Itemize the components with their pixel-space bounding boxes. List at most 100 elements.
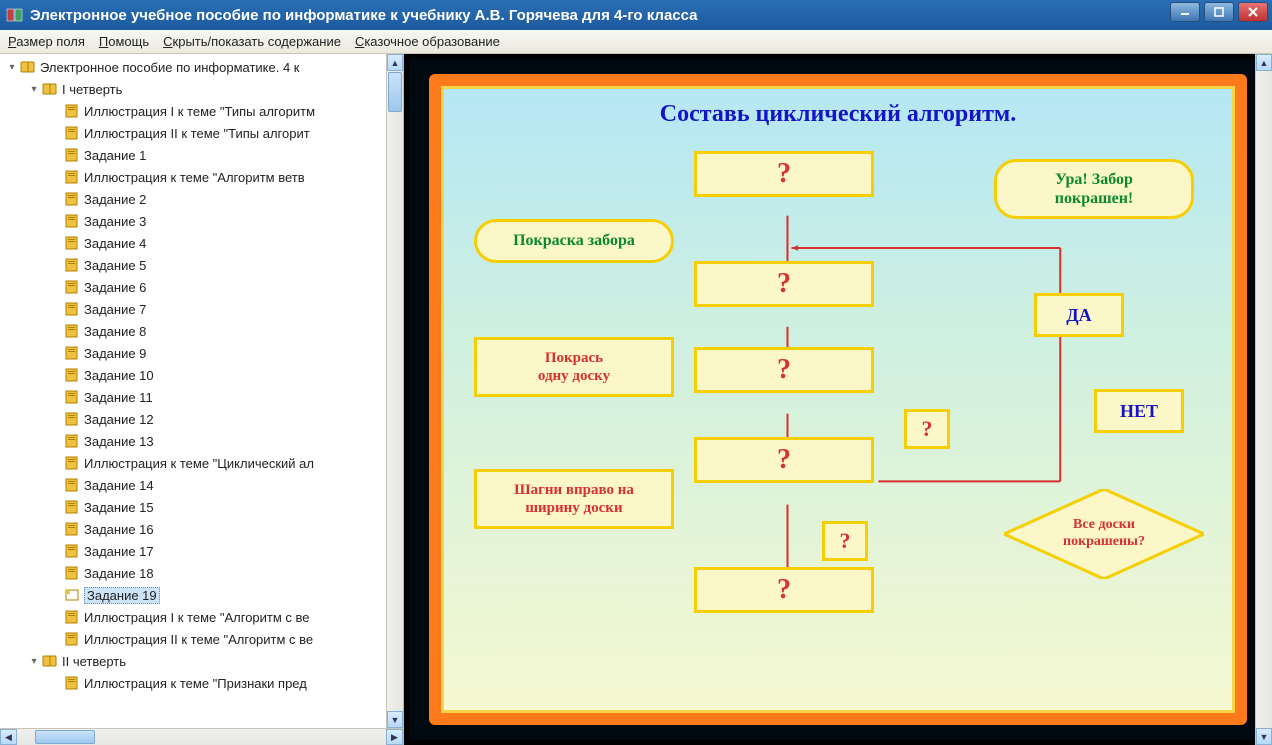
- tree-item[interactable]: Задание 19: [0, 584, 386, 606]
- tree-item-label[interactable]: Задание 16: [84, 522, 154, 537]
- scroll-thumb[interactable]: [35, 730, 95, 744]
- tree-item-label[interactable]: I четверть: [62, 82, 122, 97]
- tree-item-label[interactable]: Задание 14: [84, 478, 154, 493]
- tree-item[interactable]: Задание 12: [0, 408, 386, 430]
- tree-item-label[interactable]: Задание 2: [84, 192, 146, 207]
- flowchart-end-pill[interactable]: Ура! Заборпокрашен!: [994, 159, 1194, 219]
- scroll-down-button[interactable]: ▼: [1256, 728, 1272, 745]
- tree-item-label[interactable]: Задание 1: [84, 148, 146, 163]
- tree-item-label[interactable]: Задание 19: [84, 587, 160, 604]
- flowchart-yes-box[interactable]: ДА: [1034, 293, 1124, 337]
- scroll-down-button[interactable]: ▼: [387, 711, 403, 728]
- tree-item-label[interactable]: Иллюстрация II к теме "Типы алгорит: [84, 126, 310, 141]
- tree-item-label[interactable]: Иллюстрация I к теме "Алгоритм с ве: [84, 610, 310, 625]
- tree-item-label[interactable]: Задание 12: [84, 412, 154, 427]
- tree-item[interactable]: Задание 7: [0, 298, 386, 320]
- tree-item[interactable]: Задание 17: [0, 540, 386, 562]
- tree-item-label[interactable]: Электронное пособие по информатике. 4 к: [40, 60, 300, 75]
- scroll-right-button[interactable]: ▶: [386, 729, 403, 745]
- flowchart-hint-box[interactable]: Покрасьодну доску: [474, 337, 674, 397]
- tree-item-label[interactable]: Задание 6: [84, 280, 146, 295]
- flowchart-decision[interactable]: Все доскипокрашены?: [1004, 489, 1204, 579]
- tree-item[interactable]: Задание 5: [0, 254, 386, 276]
- tree-item[interactable]: Иллюстрация к теме "Алгоритм ветв: [0, 166, 386, 188]
- minimize-button[interactable]: [1170, 2, 1200, 22]
- tree-item[interactable]: Задание 15: [0, 496, 386, 518]
- flowchart-step-box[interactable]: ?: [694, 567, 874, 613]
- page-icon: [64, 368, 80, 382]
- tree-item[interactable]: Иллюстрация к теме "Признаки пред: [0, 672, 386, 694]
- tree-item-label[interactable]: Иллюстрация I к теме "Типы алгоритм: [84, 104, 315, 119]
- tree-item[interactable]: Задание 11: [0, 386, 386, 408]
- expander-icon[interactable]: ▾: [28, 84, 40, 95]
- flowchart-step-box[interactable]: ?: [694, 437, 874, 483]
- tree-item-label[interactable]: Задание 9: [84, 346, 146, 361]
- scroll-track[interactable]: [387, 71, 403, 711]
- flowchart-step-box[interactable]: ?: [694, 151, 874, 197]
- tree-item-label[interactable]: Задание 17: [84, 544, 154, 559]
- tree-item[interactable]: ▾ II четверть: [0, 650, 386, 672]
- scroll-thumb[interactable]: [388, 72, 402, 112]
- tree-item-label[interactable]: Иллюстрация к теме "Алгоритм ветв: [84, 170, 305, 185]
- tree-item[interactable]: Задание 16: [0, 518, 386, 540]
- flowchart-step-box[interactable]: ?: [694, 347, 874, 393]
- tree-item-label[interactable]: Задание 8: [84, 324, 146, 339]
- menu-item[interactable]: Помощь: [99, 34, 149, 49]
- scroll-up-button[interactable]: ▲: [387, 54, 403, 71]
- menu-item[interactable]: Размер поля: [8, 34, 85, 49]
- tree-item-label[interactable]: Задание 15: [84, 500, 154, 515]
- tree-item[interactable]: Задание 1: [0, 144, 386, 166]
- window-controls: [1170, 0, 1272, 30]
- scroll-track[interactable]: [17, 729, 386, 745]
- tree-horizontal-scrollbar[interactable]: ◀ ▶: [0, 728, 403, 745]
- tree-item-label[interactable]: Иллюстрация II к теме "Алгоритм с ве: [84, 632, 313, 647]
- flowchart-no-box[interactable]: НЕТ: [1094, 389, 1184, 433]
- tree-vertical-scrollbar[interactable]: ▲ ▼: [386, 54, 403, 728]
- scroll-left-button[interactable]: ◀: [0, 729, 17, 745]
- flowchart-start-pill[interactable]: Покраска забора: [474, 219, 674, 263]
- maximize-button[interactable]: [1204, 2, 1234, 22]
- tree-item[interactable]: Задание 2: [0, 188, 386, 210]
- tree-item-label[interactable]: II четверть: [62, 654, 126, 669]
- tree-item-label[interactable]: Задание 13: [84, 434, 154, 449]
- scroll-up-button[interactable]: ▲: [1256, 54, 1272, 71]
- tree-item-label[interactable]: Задание 11: [84, 390, 153, 405]
- tree-item-label[interactable]: Задание 10: [84, 368, 154, 383]
- tree-item-label[interactable]: Иллюстрация к теме "Признаки пред: [84, 676, 307, 691]
- tree-item[interactable]: Задание 8: [0, 320, 386, 342]
- tree-item[interactable]: Иллюстрация к теме "Циклический ал: [0, 452, 386, 474]
- flowchart-small-box[interactable]: ?: [822, 521, 868, 561]
- scroll-track[interactable]: [1256, 71, 1272, 728]
- tree-item[interactable]: Задание 9: [0, 342, 386, 364]
- flowchart-step-box[interactable]: ?: [694, 261, 874, 307]
- tree-item[interactable]: Иллюстрация II к теме "Типы алгорит: [0, 122, 386, 144]
- tree-item[interactable]: Задание 18: [0, 562, 386, 584]
- tree-item[interactable]: Задание 4: [0, 232, 386, 254]
- tree-item[interactable]: Иллюстрация I к теме "Типы алгоритм: [0, 100, 386, 122]
- contents-tree[interactable]: ▾Электронное пособие по информатике. 4 к…: [0, 54, 386, 728]
- tree-item[interactable]: Задание 10: [0, 364, 386, 386]
- tree-item[interactable]: Задание 6: [0, 276, 386, 298]
- tree-item-label[interactable]: Иллюстрация к теме "Циклический ал: [84, 456, 314, 471]
- tree-item-label[interactable]: Задание 3: [84, 214, 146, 229]
- tree-item-label[interactable]: Задание 5: [84, 258, 146, 273]
- menu-item[interactable]: Скрыть/показать содержание: [163, 34, 341, 49]
- tree-item[interactable]: Задание 14: [0, 474, 386, 496]
- flowchart-hint-box[interactable]: Шагни вправо наширину доски: [474, 469, 674, 529]
- tree-item[interactable]: Задание 13: [0, 430, 386, 452]
- tree-item[interactable]: ▾ I четверть: [0, 78, 386, 100]
- tree-item[interactable]: Иллюстрация I к теме "Алгоритм с ве: [0, 606, 386, 628]
- tree-item[interactable]: Задание 3: [0, 210, 386, 232]
- expander-icon[interactable]: ▾: [6, 62, 18, 73]
- tree-item[interactable]: ▾ Электронное пособие по информатике. 4 к: [0, 56, 386, 78]
- close-button[interactable]: [1238, 2, 1268, 22]
- content-vertical-scrollbar[interactable]: ▲ ▼: [1255, 54, 1272, 745]
- menu-item[interactable]: Сказочное образование: [355, 34, 500, 49]
- tree-item-label[interactable]: Задание 7: [84, 302, 146, 317]
- tree-item[interactable]: Иллюстрация II к теме "Алгоритм с ве: [0, 628, 386, 650]
- expander-icon[interactable]: ▾: [28, 656, 40, 667]
- tree-item-label[interactable]: Задание 18: [84, 566, 154, 581]
- page-icon: [64, 500, 80, 514]
- tree-item-label[interactable]: Задание 4: [84, 236, 146, 251]
- flowchart-small-box[interactable]: ?: [904, 409, 950, 449]
